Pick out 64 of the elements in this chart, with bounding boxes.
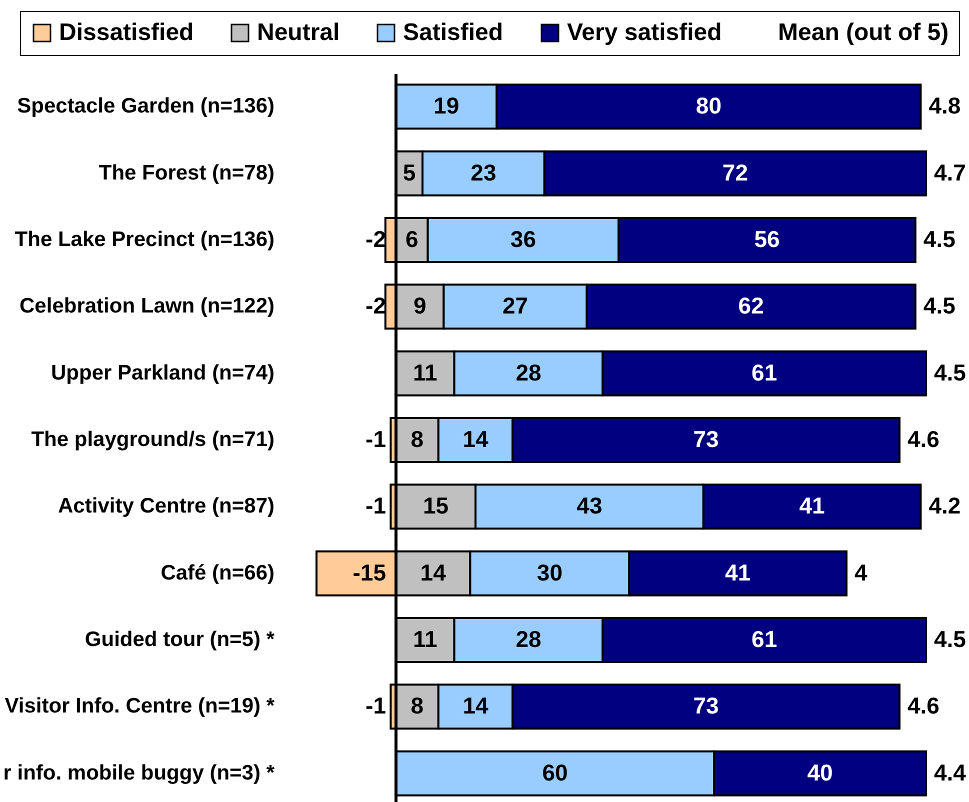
data-label: 61 bbox=[752, 626, 778, 652]
data-label: 15 bbox=[422, 492, 449, 519]
data-label: 14 bbox=[462, 692, 488, 719]
data-label: 28 bbox=[516, 626, 542, 652]
annotation: 4.4 bbox=[934, 759, 966, 786]
data-label: 14 bbox=[462, 426, 488, 452]
data-label: 5 bbox=[402, 159, 416, 186]
annotation: 4.2 bbox=[928, 492, 961, 519]
data-label: 60 bbox=[542, 759, 568, 786]
y-tick-label: Café (n=66) bbox=[160, 561, 274, 584]
annotation: 4 bbox=[854, 559, 868, 586]
y-tick-label: Celebration Lawn (n=122) bbox=[20, 294, 274, 318]
legend-title: Mean (out of 5) bbox=[778, 19, 949, 46]
annotation: 4.5 bbox=[934, 626, 966, 652]
data-label: 8 bbox=[410, 692, 424, 719]
data-label: 11 bbox=[412, 626, 438, 652]
data-label: 56 bbox=[754, 226, 780, 252]
annotation: 4.6 bbox=[908, 692, 940, 719]
y-tick-label: The playground/s (n=71) bbox=[31, 428, 274, 451]
data-label: -2 bbox=[366, 292, 386, 319]
data-label: 72 bbox=[722, 159, 748, 186]
data-label: 9 bbox=[413, 292, 426, 319]
data-label: 73 bbox=[693, 692, 719, 719]
data-label: 36 bbox=[510, 226, 536, 252]
data-label: -1 bbox=[366, 692, 386, 719]
data-label: 8 bbox=[410, 426, 424, 452]
annotation: 4.6 bbox=[908, 426, 940, 452]
legend-label: Very satisfied bbox=[567, 19, 722, 46]
y-tick-label: Visitor Info. Centre (n=19) * bbox=[4, 694, 276, 718]
data-label: 6 bbox=[406, 226, 418, 252]
y-tick-label: r info. mobile buggy (n=3) * bbox=[3, 761, 276, 784]
y-tick-label: The Forest (n=78) bbox=[98, 161, 274, 184]
y-tick-label: Guided tour (n=5) * bbox=[84, 628, 276, 651]
data-label: 14 bbox=[420, 559, 446, 586]
data-label: 43 bbox=[576, 492, 602, 519]
data-label: 27 bbox=[502, 292, 528, 319]
y-tick-label: Activity Centre (n=87) bbox=[58, 494, 274, 518]
y-tick-label: Spectacle Garden (n=136) bbox=[17, 94, 274, 118]
annotation: 4.5 bbox=[923, 292, 956, 319]
data-label: 23 bbox=[470, 159, 496, 186]
data-label: -1 bbox=[366, 492, 386, 519]
data-label: 41 bbox=[725, 559, 751, 586]
data-label: -15 bbox=[352, 559, 386, 586]
data-label: 61 bbox=[752, 359, 778, 386]
annotation: 4.5 bbox=[923, 226, 956, 252]
data-label: 11 bbox=[412, 359, 438, 386]
legend-label: Dissatisfied bbox=[59, 19, 194, 46]
data-label: -1 bbox=[366, 426, 386, 452]
legend-label: Satisfied bbox=[403, 19, 504, 46]
legend-label: Neutral bbox=[257, 19, 340, 46]
data-label: 40 bbox=[807, 759, 833, 786]
data-label: 41 bbox=[799, 492, 826, 519]
y-tick-label: Upper Parkland (n=74) bbox=[51, 361, 274, 384]
annotation: 4.7 bbox=[934, 159, 966, 186]
y-tick-label: The Lake Precinct (n=136) bbox=[14, 228, 274, 251]
annotation: 4.5 bbox=[934, 359, 966, 386]
data-label: 73 bbox=[693, 426, 719, 452]
data-label: 19 bbox=[434, 92, 460, 119]
data-label: 28 bbox=[516, 359, 542, 386]
annotation: 4.8 bbox=[928, 92, 961, 119]
data-label: 80 bbox=[696, 92, 722, 119]
data-label: -2 bbox=[366, 226, 386, 252]
data-label: 30 bbox=[536, 559, 562, 586]
data-label: 62 bbox=[738, 292, 764, 319]
